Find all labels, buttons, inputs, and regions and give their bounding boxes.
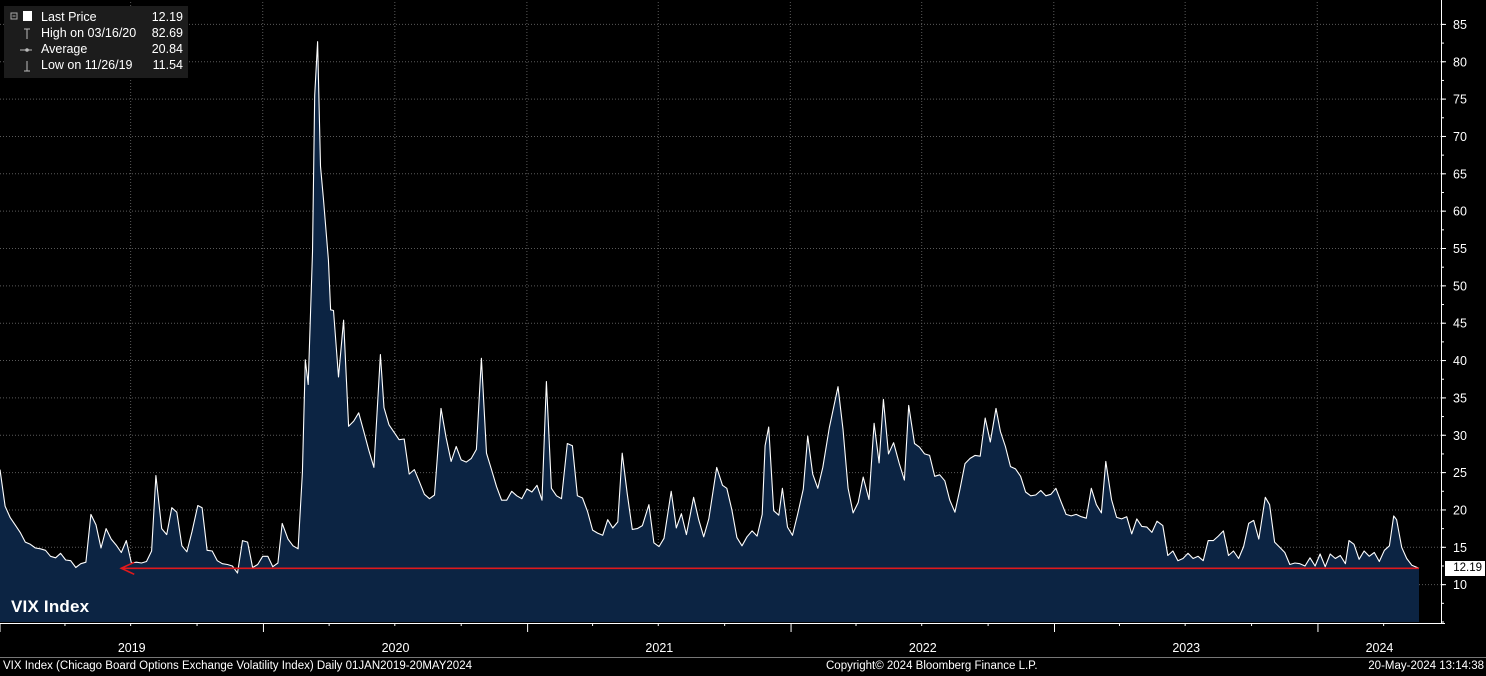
legend-label: Average (41, 42, 88, 56)
x-tick-label: 2020 (382, 641, 410, 655)
y-tick-label: 75 (1453, 93, 1467, 107)
y-tick-label: 45 (1453, 317, 1467, 331)
y-tick-label: 30 (1453, 429, 1467, 443)
x-tick-label: 2021 (645, 641, 673, 655)
y-tick-label: 70 (1453, 130, 1467, 144)
chart-description: VIX Index (Chicago Board Options Exchang… (3, 660, 472, 672)
x-tick-label: 2022 (909, 641, 937, 655)
legend-average: Average 20.84 (4, 41, 188, 57)
y-tick-label: 65 (1453, 167, 1467, 181)
price-area-fill (0, 41, 1419, 622)
y-tick-label: 25 (1453, 466, 1467, 480)
y-tick-label: 80 (1453, 55, 1467, 69)
grid-lines (0, 2, 1441, 622)
y-tick-label: 10 (1453, 578, 1467, 592)
average-marker-icon (20, 48, 32, 52)
low-marker-icon (24, 61, 30, 72)
legend-value: 11.54 (152, 58, 183, 72)
price-line (0, 41, 1420, 574)
x-axis-ticks: 2019 2020 2021 2022 2023 2024 (0, 624, 1393, 655)
x-tick-label: 2019 (118, 641, 146, 655)
y-axis-ticks: 10 15 20 25 30 35 40 45 50 55 60 65 70 75 80 85 (1441, 18, 1467, 623)
legend: Last Price 12.19 High on 03/16/20 82.69 … (4, 6, 188, 78)
y-tick-label: 40 (1453, 354, 1467, 368)
y-tick-label: 55 (1453, 242, 1467, 256)
legend-value: 12.19 (151, 10, 183, 24)
square-icon (10, 11, 32, 21)
legend-value: 20.84 (151, 42, 183, 56)
legend-last-price: Last Price 12.19 (4, 9, 188, 25)
legend-high: High on 03/16/20 82.69 (4, 25, 188, 41)
axes (0, 0, 1486, 658)
legend-label: Last Price (41, 10, 97, 24)
y-tick-label: 35 (1453, 391, 1467, 405)
legend-value: 82.69 (151, 26, 183, 40)
timestamp: 20-May-2024 13:14:38 (1368, 660, 1484, 672)
legend-label: Low on 11/26/19 (41, 58, 133, 72)
series-label: VIX Index (11, 597, 90, 616)
legend-label: High on 03/16/20 (41, 26, 137, 40)
copyright: Copyright© 2024 Bloomberg Finance L.P. (826, 660, 1038, 672)
last-price-tag-value: 12.19 (1453, 562, 1482, 574)
y-tick-label: 15 (1453, 541, 1467, 555)
last-price-arrow (119, 561, 135, 576)
legend-low: Low on 11/26/19 11.54 (4, 57, 188, 73)
last-price-tag: 12.19 (1445, 561, 1485, 576)
y-tick-label: 20 (1453, 503, 1467, 517)
y-tick-label: 85 (1453, 18, 1467, 32)
y-tick-label: 50 (1453, 279, 1467, 293)
high-marker-icon (24, 28, 30, 39)
y-tick-label: 60 (1453, 205, 1467, 219)
x-tick-label: 2024 (1366, 641, 1394, 655)
x-tick-label: 2023 (1172, 641, 1200, 655)
